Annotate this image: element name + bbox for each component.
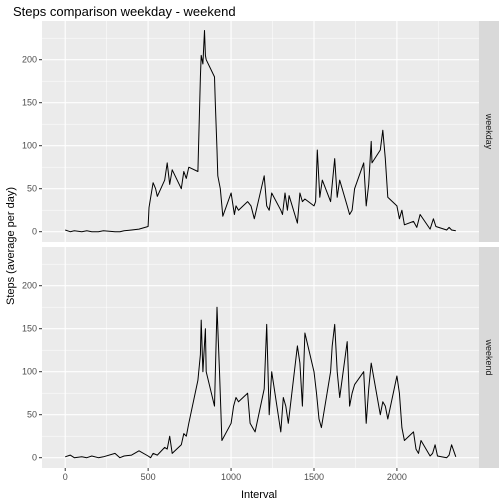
x-tick-label: 2000 [387,472,407,482]
chart-title: Steps comparison weekday - weekend [13,4,236,19]
y-tick-label: 0 [32,453,37,463]
y-tick-label: 200 [22,281,37,291]
series-line-weekday [65,30,456,233]
y-tick-label: 150 [22,98,37,108]
panel-weekend: 0 50 100 150 200 weekend 0 500 1000 1500 2000 [22,247,499,482]
facet-strip [479,247,499,468]
panel-weekday: 0 50 100 150 200 weekday [22,21,499,242]
y-tick-label: 50 [27,184,37,194]
facet-strip-label: weekday [484,113,494,150]
y-tick-label: 50 [27,410,37,420]
y-tick-label: 100 [22,367,37,377]
series-line-weekend [65,306,457,459]
y-tick-label: 150 [22,324,37,334]
panel-background [42,21,479,242]
y-axis-title: Steps (average per day) [5,187,17,305]
facet-strip-label: weekend [484,338,494,375]
panel-background [42,247,479,468]
x-tick-label: 1000 [221,472,241,482]
y-tick-label: 200 [22,55,37,65]
y-tick-label: 0 [32,227,37,237]
x-tick-label: 1500 [304,472,324,482]
facet-strip [479,21,499,242]
x-tick-label: 0 [63,472,68,482]
facet-panels: 0 50 100 150 200 weekday 0 50 100 150 200 weekend 0 5… [22,21,499,482]
x-axis-title: Interval [241,489,277,501]
y-tick-label: 100 [22,141,37,151]
x-tick-label: 500 [141,472,156,482]
